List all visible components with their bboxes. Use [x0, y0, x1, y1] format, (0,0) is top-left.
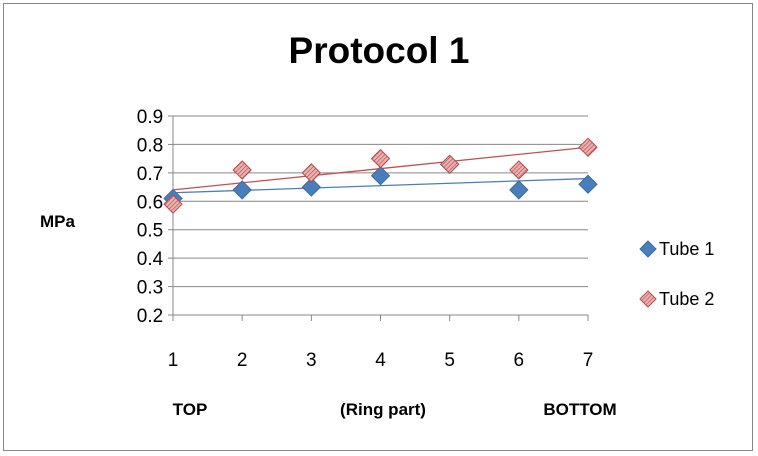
y-tick-label-0: 0.2	[137, 306, 163, 327]
series-2-point-1	[163, 194, 183, 214]
series-1-point-6	[509, 180, 529, 200]
series-1-point-7	[578, 174, 598, 194]
series-2-point-3	[301, 163, 322, 183]
x-tick-label-0: 1	[168, 350, 179, 371]
bottom-label-top: TOP	[172, 400, 208, 419]
chart-frame	[3, 3, 753, 451]
chart-title: Protocol 1	[288, 30, 470, 71]
y-tick-label-3: 0.5	[137, 221, 163, 242]
series-1-point-3	[301, 177, 322, 197]
series-2-point-4	[370, 148, 391, 169]
series-2-point-6	[509, 160, 529, 180]
legend-label-2: Tube 2	[659, 289, 714, 309]
y-tick-label-1: 0.3	[137, 278, 163, 299]
y-axis-label: MPa	[40, 212, 75, 231]
y-tick-label-6: 0.8	[137, 135, 163, 156]
bottom-label-center: (Ring part)	[340, 400, 426, 419]
series-2-point-5	[439, 154, 460, 175]
series-1-point-2	[232, 180, 252, 200]
x-tick-label-4: 5	[444, 350, 455, 371]
series-2-point-2	[232, 160, 252, 180]
x-tick-label-3: 4	[375, 350, 386, 371]
x-tick-label-6: 7	[583, 350, 594, 371]
legend-marker-1	[639, 240, 657, 258]
y-tick-label-5: 0.7	[137, 164, 163, 185]
series-1-point-4	[370, 165, 391, 186]
legend-marker-2	[639, 290, 657, 308]
y-tick-label-7: 0.9	[137, 107, 163, 128]
legend-label-1: Tube 1	[659, 239, 714, 259]
x-tick-label-1: 2	[237, 350, 248, 371]
y-tick-label-2: 0.4	[137, 249, 164, 270]
y-tick-label-4: 0.6	[137, 192, 163, 213]
bottom-label-bottom: BOTTOM	[543, 400, 617, 419]
x-tick-label-2: 3	[306, 350, 317, 371]
x-tick-label-5: 6	[514, 350, 525, 371]
series-2-point-7	[578, 137, 598, 157]
